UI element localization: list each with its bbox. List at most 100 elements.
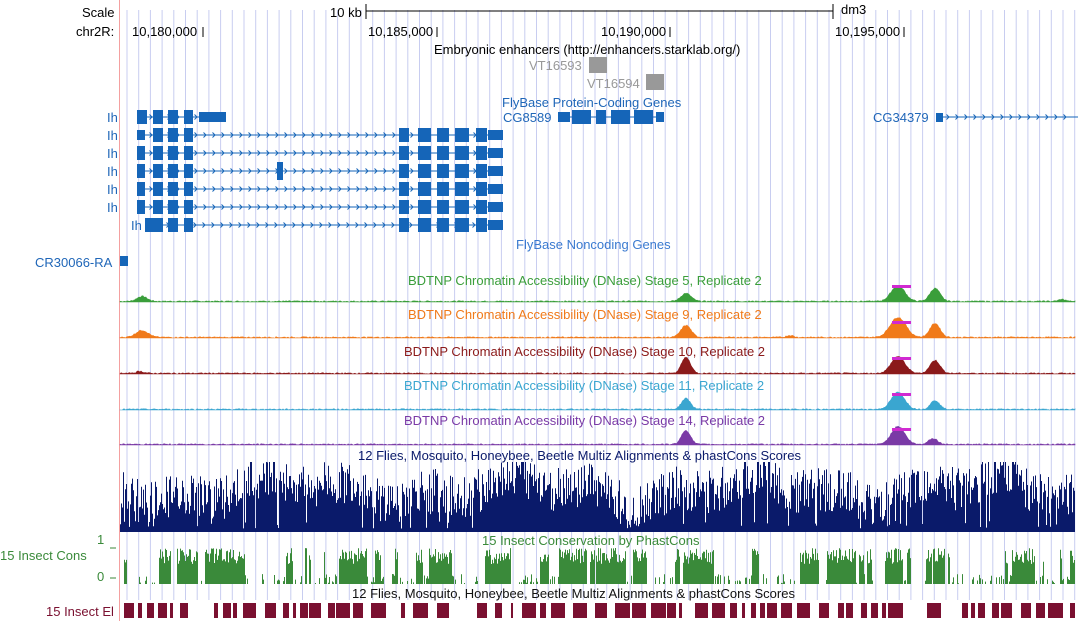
strand-arrow <box>991 114 995 120</box>
exon-block <box>153 200 163 214</box>
exon-block <box>137 146 145 160</box>
conserved-element <box>888 603 903 618</box>
exon-block <box>199 112 226 122</box>
strand-arrow <box>194 168 198 174</box>
track-title-dnase-stage11[interactable]: BDTNP Chromatin Accessibility (DNase) St… <box>404 378 765 393</box>
strand-arrow <box>964 114 968 120</box>
track-title-enhancers[interactable]: Embryonic enhancers (http://enhancers.st… <box>434 42 741 57</box>
scale-label: Scale <box>82 5 115 20</box>
enhancer-label[interactable]: VT16593 <box>529 58 582 73</box>
exon-block <box>184 182 193 196</box>
conserved-element <box>1021 603 1031 618</box>
exon-block <box>399 182 409 196</box>
exon-block <box>153 218 163 232</box>
track-title-flybase-noncoding[interactable]: FlyBase Noncoding Genes <box>516 237 671 252</box>
strand-arrow <box>347 168 351 174</box>
gene-label[interactable]: Ih <box>107 164 118 179</box>
conserved-element <box>158 603 167 618</box>
track-title-phastcons[interactable]: 15 Insect Conservation by PhastCons <box>482 533 700 548</box>
exon-block <box>184 218 193 232</box>
track-title-elements[interactable]: 12 Flies, Mosquito, Honeybee, Beetle Mul… <box>352 586 795 601</box>
strand-arrow <box>383 150 387 156</box>
strand-arrow <box>320 204 324 210</box>
strand-arrow <box>266 150 270 156</box>
gene-label[interactable]: Ih <box>107 182 118 197</box>
exon-block <box>184 110 193 124</box>
strand-arrow <box>193 222 197 228</box>
enhancer-label[interactable]: VT16594 <box>587 76 640 91</box>
strand-arrow <box>301 222 305 228</box>
conserved-element <box>838 603 844 618</box>
phastcons-axis-min: 0 <box>97 569 105 584</box>
elements-side-label[interactable]: 15 Insect El <box>46 604 114 619</box>
conserved-element <box>401 603 405 618</box>
exon-block <box>476 146 487 160</box>
exon-block <box>184 164 193 178</box>
strand-arrow <box>230 168 234 174</box>
conserved-element <box>477 603 487 618</box>
strand-arrow <box>256 222 260 228</box>
strand-arrow <box>284 186 288 192</box>
track-title-dnase-stage5[interactable]: BDTNP Chromatin Accessibility (DNase) St… <box>408 273 762 288</box>
assembly-label: dm3 <box>841 2 867 17</box>
gene-label[interactable]: CG34379 <box>873 110 929 125</box>
exon-block <box>488 130 503 140</box>
phastcons-side-label[interactable]: 15 Insect Cons <box>0 548 87 563</box>
strand-arrow <box>356 150 360 156</box>
gene-label[interactable]: Ih <box>107 128 118 143</box>
strand-arrow <box>374 204 378 210</box>
track-title-dnase-stage9[interactable]: BDTNP Chromatin Accessibility (DNase) St… <box>408 307 762 322</box>
strand-arrow <box>230 186 234 192</box>
strand-arrow <box>347 132 351 138</box>
conserved-element <box>283 603 289 618</box>
gene-label[interactable]: Ih <box>107 146 118 161</box>
strand-arrow <box>284 168 288 174</box>
strand-arrow <box>149 114 153 120</box>
gene-label[interactable]: CR30066-RA <box>35 255 113 270</box>
strand-arrow <box>338 168 342 174</box>
strand-arrow <box>248 150 252 156</box>
strand-arrow <box>392 150 396 156</box>
position-label: 10,185,000 <box>368 24 434 39</box>
gene-label[interactable]: Ih <box>107 200 118 215</box>
strand-arrow <box>329 186 333 192</box>
clipped-peak-marker <box>892 321 911 324</box>
strand-arrow <box>355 222 359 228</box>
exon-block <box>418 146 431 160</box>
track-title-multiz[interactable]: 12 Flies, Mosquito, Honeybee, Beetle Mul… <box>358 448 801 463</box>
gene-label[interactable]: Ih <box>131 218 142 233</box>
strand-arrow <box>347 204 351 210</box>
dnase-signal <box>119 317 1076 339</box>
track-title-flybase-coding[interactable]: FlyBase Protein-Coding Genes <box>502 95 682 110</box>
strand-arrow <box>275 186 279 192</box>
strand-arrow <box>212 150 216 156</box>
conserved-element <box>846 603 853 618</box>
strand-arrow <box>337 222 341 228</box>
gene-label[interactable]: CG8589 <box>503 110 552 125</box>
strand-arrow <box>365 150 369 156</box>
exon-block <box>476 218 487 232</box>
strand-arrow <box>338 204 342 210</box>
exon-block <box>145 218 155 232</box>
conserved-element <box>861 603 867 618</box>
track-title-dnase-stage14[interactable]: BDTNP Chromatin Accessibility (DNase) St… <box>404 413 766 428</box>
strand-arrow <box>392 168 396 174</box>
strand-arrow <box>302 168 306 174</box>
exon-block <box>137 182 145 196</box>
strand-arrow <box>383 132 387 138</box>
strand-arrow <box>320 186 324 192</box>
strand-arrow <box>955 114 959 120</box>
exon-block <box>437 200 449 214</box>
strand-arrow <box>212 132 216 138</box>
conserved-element <box>293 603 296 618</box>
exon-block <box>455 218 469 232</box>
exon-block <box>168 200 178 214</box>
strand-arrow <box>266 132 270 138</box>
conserved-element <box>170 603 173 618</box>
gene-label[interactable]: Ih <box>107 110 118 125</box>
track-title-dnase-stage10[interactable]: BDTNP Chromatin Accessibility (DNase) St… <box>404 344 766 359</box>
exon-block <box>476 164 487 178</box>
dnase-signal <box>119 285 1076 303</box>
conserved-element <box>871 603 878 618</box>
